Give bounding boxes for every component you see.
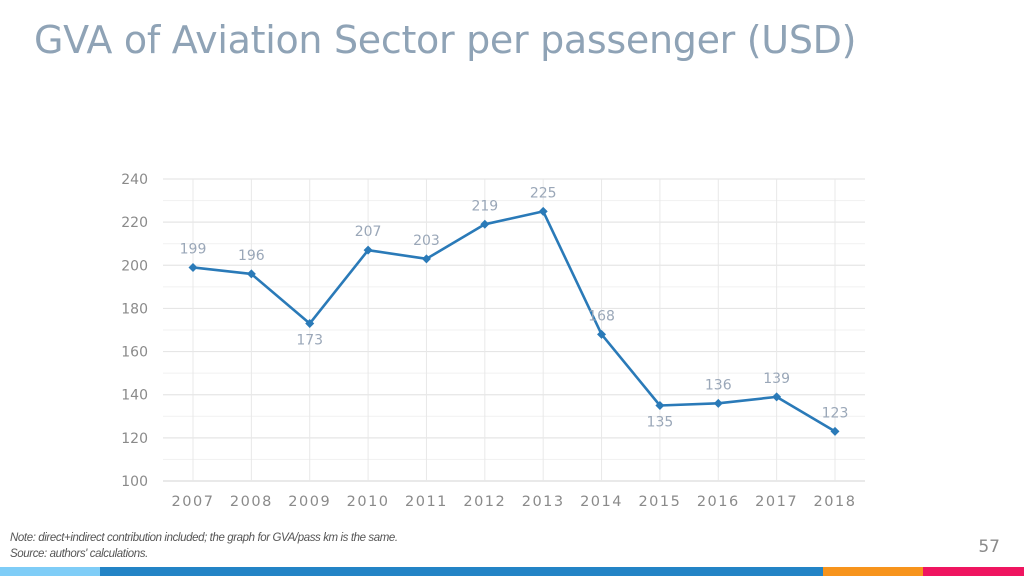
grid [163, 178, 865, 482]
y-tick-label: 120 [121, 431, 148, 447]
data-label: 199 [180, 241, 207, 257]
x-tick-label: 2015 [638, 494, 681, 510]
data-point-marker [597, 329, 607, 339]
data-label: 173 [296, 333, 323, 349]
footer-segment-blue [100, 567, 823, 576]
y-tick-label: 240 [121, 172, 148, 188]
data-labels: 199 196 173 207 203 219 225 168 135 136 139 123 [180, 185, 849, 430]
x-tick-label: 2008 [230, 494, 273, 510]
footer-segment-orange [823, 567, 923, 576]
y-tick-label: 160 [121, 345, 148, 361]
footer-segment-pink [923, 567, 1024, 576]
slide-title: GVA of Aviation Sector per passenger (US… [34, 18, 857, 62]
x-tick-label: 2018 [814, 494, 857, 510]
footnote-note: Note: direct+indirect contribution inclu… [10, 532, 398, 544]
data-label: 123 [822, 405, 849, 421]
data-point-marker [655, 401, 665, 410]
data-label: 203 [413, 233, 440, 249]
data-point-marker [830, 426, 840, 436]
data-point-marker [363, 245, 373, 255]
x-tick-label: 2010 [347, 494, 390, 510]
y-tick-label: 180 [121, 301, 148, 317]
x-tick-label: 2017 [755, 494, 798, 510]
footer-color-bar [0, 567, 1024, 576]
x-tick-label: 2009 [288, 494, 331, 510]
x-tick-label: 2013 [522, 494, 565, 510]
x-tick-label: 2014 [580, 494, 623, 510]
data-point-marker [538, 206, 548, 216]
x-tick-label: 2016 [697, 494, 740, 510]
y-tick-label: 100 [121, 474, 148, 490]
data-label: 207 [355, 224, 382, 240]
data-point-marker [480, 219, 490, 229]
data-point-marker [772, 392, 782, 402]
page-number: 57 [978, 537, 1000, 557]
y-tick-label: 200 [121, 258, 148, 274]
data-label: 136 [705, 377, 732, 393]
data-point-marker [713, 398, 723, 408]
x-tick-label: 2011 [405, 494, 448, 510]
data-point-marker [188, 262, 198, 272]
data-point-marker [421, 254, 431, 264]
x-axis: 2007 2008 2009 2010 2011 2012 2013 2014 2015 2016… [172, 494, 857, 510]
y-tick-label: 220 [121, 215, 148, 231]
data-point-marker [246, 269, 256, 279]
footnote-source: Source: authors' calculations. [10, 548, 148, 560]
data-label: 168 [588, 308, 615, 324]
data-point-marker [305, 319, 315, 329]
series [188, 206, 840, 436]
data-label: 225 [530, 185, 557, 201]
footer-segment-light-blue [0, 567, 100, 576]
data-label: 135 [647, 415, 674, 431]
y-tick-label: 140 [121, 388, 148, 404]
data-label: 196 [238, 248, 265, 264]
series-line [192, 210, 836, 433]
data-label: 139 [763, 371, 790, 387]
y-axis: 100 120 140 160 180 200 220 240 [121, 172, 148, 490]
footnote: Note: direct+indirect contribution inclu… [10, 530, 398, 562]
x-tick-label: 2007 [172, 494, 215, 510]
data-label: 219 [471, 198, 498, 214]
x-tick-label: 2012 [463, 494, 506, 510]
